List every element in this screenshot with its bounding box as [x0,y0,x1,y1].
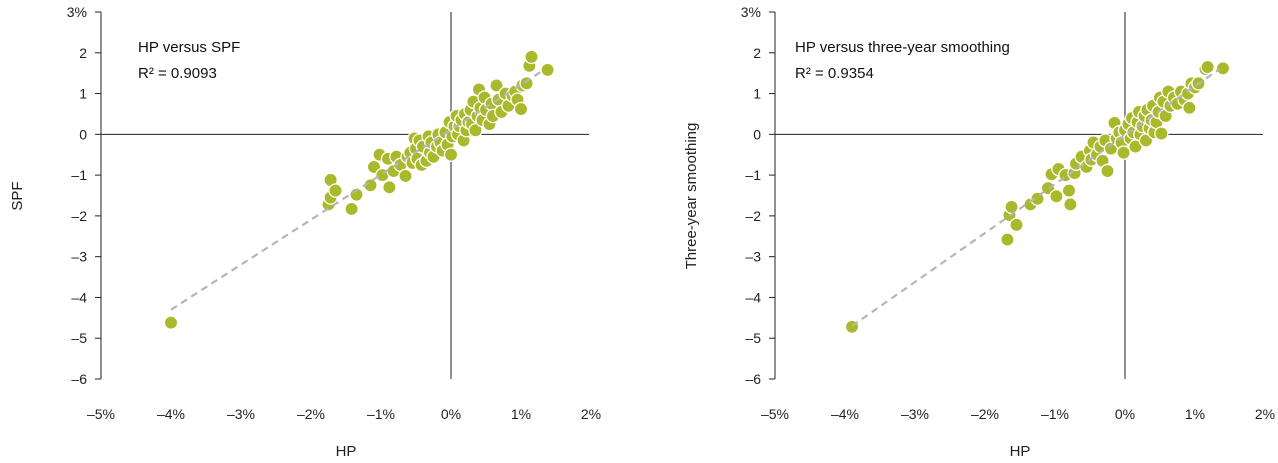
y-tick-labels: –6 –5 –4 –3 –2 –1 0 1 2 3% [67,4,87,387]
scatter-point [524,49,539,65]
scatter-point [540,62,555,78]
scatter-point [328,183,343,198]
scatter-points [163,49,555,330]
scatter-point [1030,191,1045,207]
scatter-point [344,201,359,217]
y-tick-label: –4 [745,289,761,305]
scatter-point [513,101,529,117]
y-tick-label: –2 [745,208,761,224]
scatter-point [1215,61,1231,76]
x-tick-label: –3% [901,406,929,422]
x-tick-label: 0% [1115,406,1135,422]
y-tick-label: 0 [79,126,87,142]
y-tick-label: –6 [745,371,761,387]
trendline [851,68,1221,327]
scatter-point [443,147,459,162]
y-tick-label: –5 [745,330,761,346]
x-tick-label: –2% [297,406,325,422]
y-tick-label: 3% [741,4,761,20]
scatter-point [1009,217,1024,233]
y-tick-labels: –6 –5 –4 –3 –2 –1 0 1 2 3% [741,4,761,387]
scatter-point [1061,183,1077,198]
x-tick-labels: –5% –4% –3% –2% –1% 0% 1% 2% [87,406,601,422]
y-axis-title: Three-year smoothing [683,123,700,270]
panel-title: HP versus three-year smoothing [795,39,1010,56]
y-tick-label: 2 [753,45,761,61]
y-tick-label: 0 [753,126,761,142]
scatter-point [1063,197,1078,212]
x-tick-label: 2% [581,406,601,422]
y-tick-label: 1 [79,86,87,102]
scatter-point [1128,139,1143,154]
y-tick-label: –3 [745,249,761,265]
x-tick-label: 1% [1185,406,1205,422]
x-tick-label: –4% [831,406,859,422]
panel-title: HP versus SPF [138,39,240,56]
r-squared-label: R² = 0.9093 [138,65,217,82]
x-tick-label: 0% [441,406,461,422]
y-tick-label: –6 [71,371,87,387]
scatter-point [1000,232,1015,247]
x-tick-labels: –5% –4% –3% –2% –1% 0% 1% 2% [761,406,1275,422]
scatter-point [468,123,483,138]
scatter-point [1200,59,1215,75]
x-tick-label: –5% [761,406,789,422]
scatter-point [489,78,504,93]
y-tick-label: 3% [67,4,87,20]
scatter-point [1154,126,1169,141]
x-tick-label: –4% [157,406,185,422]
y-axis-title: SPF [9,181,26,210]
x-tick-label: –5% [87,406,115,422]
scatter-point [1100,163,1115,179]
scatter-point [163,315,179,330]
x-tick-label: –3% [227,406,255,422]
trendline [170,70,543,311]
scatter-point [519,76,534,91]
x-axis-title: HP [336,443,357,460]
y-tick-label: 2 [79,45,87,61]
y-tick-label: –2 [71,208,87,224]
scatter-point [398,168,413,184]
y-tick-label: –3 [71,249,87,265]
y-tick-label: –1 [71,167,87,183]
x-tick-label: 2% [1255,406,1275,422]
scatter-point [1004,199,1019,215]
y-tick-label: –1 [745,167,761,183]
x-tick-label: –1% [367,406,395,422]
y-tick-label: 1 [753,86,761,102]
scatter-point [1049,189,1064,204]
y-tick-label: –5 [71,330,87,346]
x-tick-label: 1% [511,406,531,422]
x-axis-title: HP [1010,443,1031,460]
scatter-point [1182,100,1197,116]
scatter-point [382,180,397,195]
x-tick-label: –2% [971,406,999,422]
x-tick-label: –1% [1041,406,1069,422]
y-tick-label: –4 [71,289,87,305]
r-squared-label: R² = 0.9354 [795,65,874,82]
tick-marks [769,11,775,380]
scatter-point [1116,145,1131,160]
tick-marks [95,11,101,380]
